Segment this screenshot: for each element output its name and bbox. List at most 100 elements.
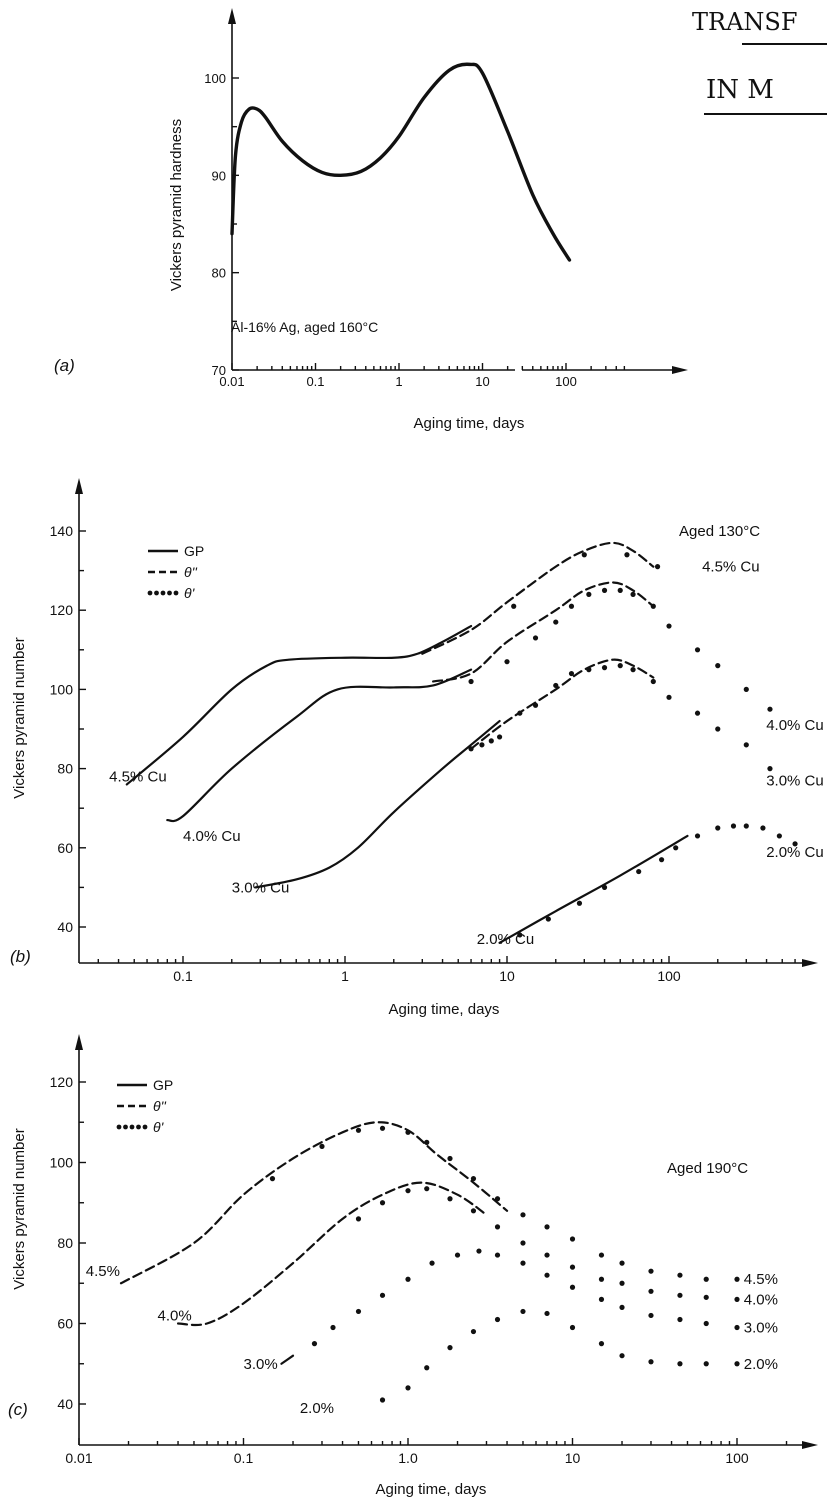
series-c-40-2-point <box>355 1216 362 1222</box>
series-b-40Cu-2-point <box>532 635 539 641</box>
series-b-30Cu-2-point <box>532 702 539 708</box>
series-c-40-2-point <box>569 1264 576 1270</box>
series-b-45Cu-2-point <box>624 552 630 558</box>
series-b-20Cu-2-point <box>517 932 523 938</box>
series-c-45-2-point <box>269 1176 276 1182</box>
x-axis-label-a: Aging time, days <box>414 415 525 432</box>
series-c-40-2-point <box>677 1292 683 1298</box>
panel-label-a: (a) <box>54 356 75 375</box>
series-b-40Cu-2-point <box>715 663 721 669</box>
y-tick-label-b: 60 <box>57 840 73 856</box>
series-c-30-2-point <box>734 1324 740 1331</box>
series-c-20-2-point <box>598 1341 605 1347</box>
series-b-30Cu-GP2-line <box>254 719 501 889</box>
series-b-30Cu-2-point <box>630 667 636 673</box>
series-c-20-2-point <box>703 1361 709 1367</box>
series-b-20Cu-2-point <box>760 825 766 831</box>
y-tick-label-c: 120 <box>50 1074 74 1090</box>
series-c-40-2-point <box>619 1280 625 1286</box>
series-b-20Cu-2-point <box>730 823 737 829</box>
series-c-20-2-point <box>544 1310 550 1317</box>
series-c-20-2-point <box>569 1324 576 1331</box>
series-b-30Cu-2-point <box>767 766 773 772</box>
series-b-40Cu-2-point <box>553 619 559 625</box>
series-b-40Cu-2-point <box>694 647 701 653</box>
series-b-40Cu-2-point <box>568 603 575 609</box>
series-c-40-2-point <box>470 1208 477 1214</box>
series-c-30-2-point <box>355 1308 362 1315</box>
y-tick-label-b: 40 <box>57 919 73 935</box>
x-axis-arrow-a <box>672 366 688 374</box>
series-c-40-2-point <box>494 1224 501 1230</box>
chart-title-b: Aged 130°C <box>679 523 760 540</box>
series-a-0-line <box>230 62 572 262</box>
legend-label-b: GP <box>184 543 204 559</box>
series-b-20Cu-2-point <box>792 841 798 847</box>
x-tick-label-a: 10 <box>475 374 489 389</box>
curve-label-b: 2.0% Cu <box>766 844 824 861</box>
chart-panel-a: (a) Al-16% Ag, aged 160°C Aging time, da… <box>54 8 688 432</box>
series-b-20Cu-2-point <box>601 884 608 891</box>
legend-swatch-dotted-c <box>123 1124 128 1130</box>
x-axis-arrow-c <box>802 1441 818 1449</box>
x-tick-label-a: 0.01 <box>219 374 244 389</box>
x-tick-label-c: 0.1 <box>234 1450 254 1466</box>
series-b-20Cu-2-point <box>545 916 551 922</box>
series-c-20-2-point <box>424 1365 430 1371</box>
series-c-45-2-point <box>544 1224 550 1230</box>
series-c-30-2-point <box>311 1341 318 1347</box>
curve-label-b: 4.0% Cu <box>183 828 241 845</box>
series-b-30Cu-2-point <box>568 670 575 677</box>
series-b-20Cu-2-point <box>636 868 642 875</box>
series-c-30-2-point <box>648 1312 654 1319</box>
series-b-20Cu-2-point <box>658 857 665 863</box>
curve-label-b: 4.5% Cu <box>109 769 167 786</box>
series-b-45Cu-GP2-line <box>125 624 473 786</box>
series-b-40Cu-2-point <box>767 706 773 712</box>
x-tick-label-c: 0.01 <box>65 1450 92 1466</box>
series-b-40Cu-2-point <box>504 659 510 665</box>
series-c-40-2-point <box>544 1252 550 1258</box>
series-c-45-2-point <box>447 1155 453 1162</box>
curve-label-b: 4.0% Cu <box>766 717 824 734</box>
curve-label-c: 3.0% <box>744 1320 778 1337</box>
series-c-45-2-point <box>494 1196 501 1202</box>
y-tick-label-b: 100 <box>50 681 74 697</box>
x-tick-label-c: 1.0 <box>398 1450 418 1466</box>
series-b-45Cu-2-point <box>654 564 661 570</box>
series-b-20Cu-2-point <box>694 833 701 839</box>
series-c-20-2-point <box>470 1328 477 1335</box>
x-axis-label-c: Aging time, days <box>376 1481 487 1498</box>
y-axis-arrow-b <box>75 478 83 494</box>
curve-label-c: 4.0% <box>744 1291 778 1308</box>
series-c-40-2-point <box>424 1186 430 1192</box>
curve-label-b: 4.5% Cu <box>702 559 760 576</box>
y-axis-arrow-c <box>75 1034 83 1050</box>
series-c-45-2-point <box>703 1276 709 1282</box>
curve-label-c: 4.5% <box>86 1263 120 1280</box>
series-b-30Cu-2-point <box>694 710 701 716</box>
x-tick-label-b: 0.1 <box>173 968 193 984</box>
series-c-30-2-point <box>520 1260 526 1266</box>
x-tick-label-b: 100 <box>657 968 681 984</box>
series-c-30-2-point <box>454 1252 461 1258</box>
y-axis-arrow-a <box>228 8 236 24</box>
series-b-45Cu-2-point <box>581 552 587 558</box>
series-c-20-2-point <box>619 1353 625 1359</box>
series-c-40-2-point <box>734 1296 740 1302</box>
y-tick-label-b: 140 <box>50 523 74 539</box>
legend-swatch-dotted-b <box>167 590 172 596</box>
panel-label-b: (b) <box>10 947 31 966</box>
chart-panel-c: (c) Aged 190°C Aging time, days Vickers … <box>8 1034 818 1498</box>
series-c-20-2-point <box>677 1361 683 1367</box>
series-b-40Cu-2-point <box>743 686 749 693</box>
series-c-45-2-point <box>355 1127 362 1133</box>
series-b-30Cu-2-point <box>650 678 656 685</box>
legend-swatch-dotted-b <box>154 590 159 596</box>
curve-label-c: 4.0% <box>157 1307 191 1324</box>
series-c-45-2-point <box>520 1212 526 1218</box>
handwritten-line-2: IN M <box>706 75 774 105</box>
series-c-40-2-point <box>703 1294 709 1300</box>
series-c-30-2-point <box>330 1324 336 1331</box>
